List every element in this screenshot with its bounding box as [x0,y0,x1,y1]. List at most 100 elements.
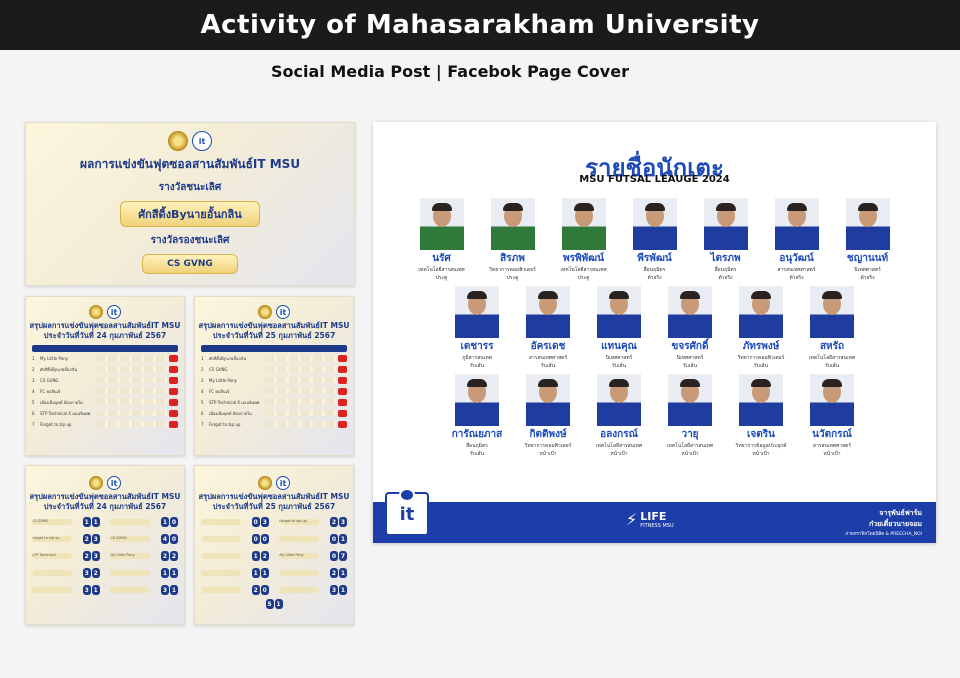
standings-card-day1[interactable]: it สรุปผลการแข่งขันฟุตซอลสานสัมพันธ์IT M… [25,296,185,456]
player-position: รับเส้น [469,363,485,369]
standings-card-day2[interactable]: it สรุปผลการแข่งขันฟุตซอลสานสัมพันธ์IT M… [194,296,354,456]
table-row: 3 CS GVNG [32,376,178,384]
player-hair [609,379,629,387]
player-position: รับเส้น [753,363,769,369]
standings-title: สรุปผลการแข่งขันฟุตซอลสานสัมพันธ์IT MSU … [26,321,184,341]
standings-title-line1: สรุปผลการแข่งขันฟุตซอลสานสัมพันธ์IT MSU [29,321,181,330]
award-card[interactable]: it ผลการแข่งขันฟุตซอลสานสัมพันธ์IT MSU ร… [25,122,355,286]
table-row: 1 ศักสีดิ้งByนายอั้นกลิน [201,354,347,362]
table-row: 5 เมืองเอ็มบุดด์ ห้องภายใน [32,398,178,406]
stats-cells [96,399,167,405]
fixtures-title-line1: สรุปผลการแข่งขันฟุตซอลสานสัมพันธ์IT MSU [198,492,350,501]
team-cell: FC คอลีนเจ้ [40,388,61,394]
player-card[interactable]: อลงกรณ์ เทคโนโลยีสารสนเทศ หน้าเป้า [591,374,647,458]
standings-title: สรุปผลการแข่งขันฟุตซอลสานสัมพันธ์IT MSU … [195,321,353,341]
player-photo [845,198,890,250]
player-position: หน้าเป้า [610,451,628,457]
player-card[interactable]: นรัศ เทคโนโลยีสารสนเทศ ประตู [414,198,470,282]
player-card[interactable]: พรพิพัฒน์ เทคโนโลยีสารสนเทศ ประตู [556,198,612,282]
fixtures-title-line2: ประจำวันที่วันที่ 25 กุมภาพันธ์ 2567 [212,502,336,511]
player-card[interactable]: แทนคุณ นิเทศศาสตร์ รับเส้น [591,286,647,370]
stats-cells [265,421,336,427]
team-cell: STP Technical X เอเนจิแพค [209,399,260,405]
player-major: วิทยาการคอมพิวเตอร์ [489,267,536,273]
score-digit: 1 [274,599,283,609]
player-photo [526,374,570,426]
player-name: ไตรภพ [710,253,741,264]
fixtures-card-day1[interactable]: it สรุปผลการแข่งขันฟุตซอลสานสัมพันธ์IT M… [25,465,185,625]
player-card[interactable]: กิตติพงษ์ วิทยาการคอมพิวเตอร์ หน้าเป้า [520,374,576,458]
stats-cells [265,377,336,383]
player-card[interactable]: อัครเดช สารสนเทศศาสตร์ รับเส้น [520,286,576,370]
score-digit: 3 [82,585,91,595]
score-digit: 2 [329,568,338,578]
table-row: 7 Forgot to zip up [32,420,178,428]
player-hair [857,203,878,211]
player-photo [490,198,535,250]
points-badge [169,387,178,395]
team-name: STP Technical [32,553,72,559]
points-badge [169,420,178,428]
player-card[interactable]: ภัทรพงษ์ วิทยาการคอมพิวเตอร์ รับเส้น [733,286,789,370]
player-card[interactable]: สหรัถ เทคโนโลยีสารสนเทศ รับเส้น [804,286,860,370]
player-major: วิทยาการข้อมูลประยุกต์ [735,443,787,449]
score-digit: 1 [160,517,169,527]
player-card[interactable]: พีรพัฒน์ สื่อนฤมิตร ตัวจริง [627,198,683,282]
player-card[interactable]: ขจรศักดิ์ นิเทศศาสตร์ รับเส้น [662,286,718,370]
score-digit: 2 [91,568,100,578]
player-card[interactable]: เตชารร ภูมิสารสนเทศ รับเส้น [449,286,505,370]
team-name [201,570,241,576]
player-major: เทคโนโลยีสารสนเทศ [595,443,643,449]
player-position: หน้าเป้า [681,451,699,457]
team-cell: My Little Pony [209,377,238,383]
player-major: นิเทศศาสตร์ [605,355,633,361]
player-position: ประตู [506,275,519,281]
fixtures-card-day2[interactable]: it สรุปผลการแข่งขันฟุตซอลสานสัมพันธ์IT M… [194,465,354,625]
player-card[interactable]: เจตริน วิทยาการข้อมูลประยุกต์ หน้าเป้า [733,374,789,458]
player-name: นวัตกรณ์ [812,429,852,440]
player-card[interactable]: สิรภพ วิทยาการคอมพิวเตอร์ ประตู [485,198,541,282]
it-logo-icon: it [276,305,290,319]
player-card[interactable]: อนุวัฒน์ สารสนเทศศาสตร์ ตัวจริง [769,198,825,282]
player-card[interactable]: การัณยภาส สื่อนฤมิตร รับเส้น [449,374,505,458]
credit-line: ภาพกราฟิกโดยนิสิต & PREECHA_NOI [845,532,922,537]
score-digit: 3 [91,534,100,544]
player-hair [538,379,558,387]
roster-poster[interactable]: รายชื่อนักเตะ MSU FUTSAL LEAUGE 2024 นรั… [373,122,936,543]
rank-cell: 4 [201,388,204,394]
player-card[interactable]: ไตรภพ สื่อนฤมิตร ตัวจริง [698,198,754,282]
points-badge [338,376,347,384]
player-card[interactable]: ชญานนท์ นิเทศศาสตร์ ตัวจริง [840,198,896,282]
score-digit: 4 [160,534,169,544]
score-digit: 2 [169,551,178,561]
player-card[interactable]: วายุ เทคโนโลยีสารสนเทศ หน้าเป้า [662,374,718,458]
it-logo-icon: it [192,131,212,151]
page-subtitle: Social Media Post | Facebok Page Cover [271,62,629,81]
table-row: 2 CS GVNG [201,365,347,373]
table-row: 1 My Little Pony [32,354,178,362]
rank-cell: 6 [32,410,35,416]
university-seal-icon [89,305,103,319]
fixtures-title: สรุปผลการแข่งขันฟุตซอลสานสัมพันธ์IT MSU … [26,492,184,512]
it-logo-icon: it [107,305,121,319]
table-row: 7 Forgot to zip up [201,420,347,428]
player-card[interactable]: นวัตกรณ์ สารสนเทศศาสตร์ หน้าเป้า [804,374,860,458]
player-row: การัณยภาส สื่อนฤมิตร รับเส้น กิตติพงษ์ วิทยา… [373,374,936,458]
player-hair [467,379,487,387]
player-name: พรพิพัฒน์ [562,253,604,264]
poster-title: รายชื่อนักเตะ [585,154,724,182]
player-photo [774,198,819,250]
score-digit: 1 [169,585,178,595]
fixtures-title-line1: สรุปผลการแข่งขันฟุตซอลสานสัมพันธ์IT MSU [29,492,181,501]
it-logo-icon: it [107,476,121,490]
